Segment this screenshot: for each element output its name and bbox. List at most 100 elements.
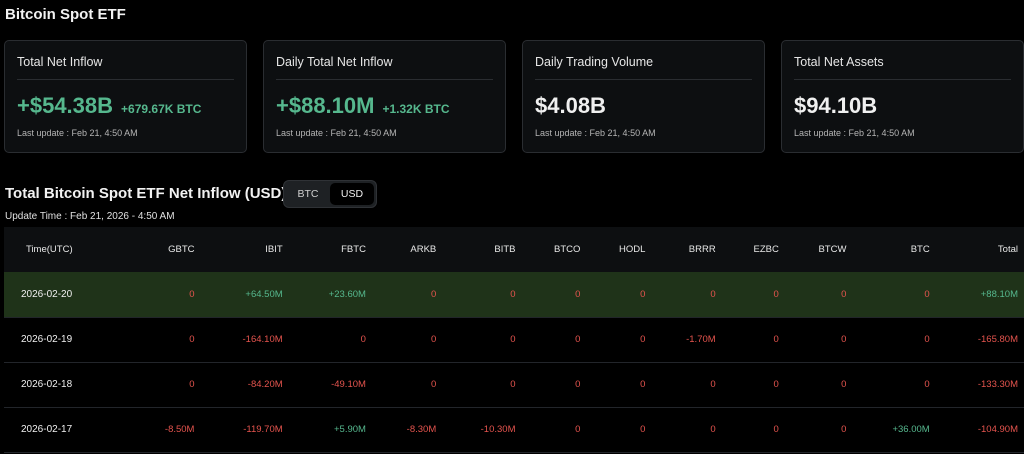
- table-cell: 0: [773, 334, 779, 345]
- card-sub-value: +1.32K BTC: [382, 102, 450, 116]
- card-value: +$54.38B: [17, 93, 114, 118]
- row-date: 2026-02-18: [21, 379, 73, 390]
- table-cell: 0: [710, 379, 716, 390]
- row-date: 2026-02-20: [21, 288, 73, 300]
- table-cell: 0: [575, 424, 581, 435]
- toggle-usd-button[interactable]: USD: [330, 183, 374, 205]
- card-title: Daily Trading Volume: [535, 55, 654, 69]
- table-cell: 0: [841, 379, 847, 390]
- table-cell: +5.90M: [333, 424, 366, 435]
- table-cell: 0: [575, 288, 581, 300]
- table-cell: 0: [924, 334, 930, 345]
- table-header-row: Time(UTC) GBTC IBIT FBTC ARKB BITB BTCO HODL BRR…: [4, 227, 1024, 272]
- table-cell: 0: [924, 288, 930, 300]
- card-divider: [794, 79, 1011, 80]
- table-cell: 0: [510, 334, 516, 345]
- table-cell: 0: [640, 288, 646, 300]
- column-header: GBTC: [168, 244, 195, 255]
- summary-card: Total Net Inflow +$54.38B +679.67K BTC L…: [4, 40, 247, 153]
- column-header: Total: [997, 244, 1018, 255]
- table-cell: 0: [575, 334, 581, 345]
- table-cell: 0: [773, 288, 779, 300]
- card-last-update: Last update : Feb 21, 4:50 AM: [794, 128, 915, 138]
- column-header: BRRR: [688, 244, 716, 255]
- table-cell: -133.30M: [977, 379, 1018, 390]
- card-title: Daily Total Net Inflow: [276, 55, 393, 69]
- table-cell: -84.20M: [247, 379, 283, 390]
- column-header: BTC: [910, 244, 930, 255]
- table-cell: 0: [189, 379, 195, 390]
- card-sub-value: +679.67K BTC: [121, 102, 202, 116]
- card-value: $94.10B: [794, 93, 878, 118]
- table-cell: -119.70M: [243, 424, 283, 435]
- table-cell: -8.50M: [164, 424, 195, 435]
- table-cell: 0: [640, 334, 646, 345]
- card-title: Total Net Assets: [794, 55, 884, 69]
- card-value-row: $4.08B: [535, 93, 606, 119]
- card-last-update: Last update : Feb 21, 4:50 AM: [276, 128, 397, 138]
- card-value: $4.08B: [535, 93, 606, 118]
- table-cell: 0: [430, 334, 437, 345]
- table-cell: +64.50M: [245, 288, 283, 300]
- table-cell: 0: [189, 288, 195, 300]
- table-cell: 0: [510, 288, 516, 300]
- table-cell: 0: [841, 424, 847, 435]
- column-header: HODL: [618, 244, 646, 255]
- table-row[interactable]: 2026-02-17 -8.50M -119.70M +5.90M -8.30M -10.…: [4, 407, 1024, 452]
- row-date: 2026-02-17: [21, 424, 73, 435]
- table-cell: -104.90M: [977, 424, 1018, 435]
- column-header: Time(UTC): [26, 244, 73, 255]
- table-row[interactable]: 2026-02-19 0 -164.10M 0 0 0 0 0 -1.70M 0 0 0 -165.80…: [4, 317, 1024, 362]
- card-last-update: Last update : Feb 21, 4:50 AM: [535, 128, 656, 138]
- table-cell: -8.30M: [406, 424, 437, 435]
- summary-card: Daily Trading Volume $4.08B Last update …: [522, 40, 765, 153]
- unit-toggle: BTC USD: [283, 180, 377, 208]
- column-header: IBIT: [265, 244, 283, 255]
- card-last-update: Last update : Feb 21, 4:50 AM: [17, 128, 138, 138]
- table-cell: 0: [430, 288, 437, 300]
- card-value-row: $94.10B: [794, 93, 877, 119]
- column-header: FBTC: [341, 244, 366, 255]
- table-cell: 0: [710, 424, 716, 435]
- section-title: Total Bitcoin Spot ETF Net Inflow (USD): [5, 185, 287, 202]
- card-divider: [17, 79, 234, 80]
- table-cell: 0: [640, 379, 646, 390]
- column-header: EZBC: [753, 244, 779, 255]
- table-cell: +23.60M: [328, 288, 366, 300]
- column-header: BTCO: [554, 244, 581, 255]
- card-divider: [535, 79, 752, 80]
- table-cell: -165.80M: [977, 334, 1018, 345]
- table-cell: 0: [773, 379, 779, 390]
- table-cell: 0: [841, 288, 847, 300]
- table-cell: 0: [773, 424, 779, 435]
- table-cell: -10.30M: [480, 424, 516, 435]
- table-cell: 0: [640, 424, 646, 435]
- toggle-btc-button[interactable]: BTC: [297, 188, 319, 200]
- inflow-table: Time(UTC) GBTC IBIT FBTC ARKB BITB BTCO HODL BRR…: [4, 227, 1024, 453]
- table-cell: 0: [360, 334, 366, 345]
- update-time: Update Time : Feb 21, 2026 - 4:50 AM: [5, 211, 175, 222]
- summary-card: Daily Total Net Inflow +$88.10M +1.32K B…: [263, 40, 506, 153]
- table-cell: -49.10M: [331, 379, 366, 390]
- table-row[interactable]: 2026-02-18 0 -84.20M -49.10M 0 0 0 0 0 0 0 0 -133.30…: [4, 362, 1024, 407]
- table-cell: 0: [510, 379, 516, 390]
- row-date: 2026-02-19: [21, 334, 73, 345]
- table-cell: 0: [575, 379, 581, 390]
- column-header: ARKB: [410, 244, 437, 255]
- table-cell: +36.00M: [892, 424, 930, 435]
- table-cell: +88.10M: [980, 288, 1018, 300]
- table-cell: 0: [841, 334, 847, 345]
- card-value-row: +$54.38B +679.67K BTC: [17, 93, 201, 119]
- column-header: BTCW: [818, 244, 847, 255]
- summary-card: Total Net Assets $94.10B Last update : F…: [781, 40, 1024, 153]
- table-row[interactable]: 2026-02-20 0 +64.50M +23.60M 0 0 0 0 0 0 0 0 +88.10M: [4, 272, 1024, 317]
- page-title: Bitcoin Spot ETF: [5, 6, 126, 23]
- table-cell: 0: [924, 379, 930, 390]
- card-value-row: +$88.10M +1.32K BTC: [276, 93, 450, 119]
- table-cell: 0: [189, 334, 195, 345]
- card-value: +$88.10M: [276, 93, 375, 118]
- table-cell: 0: [430, 379, 437, 390]
- card-divider: [276, 79, 493, 80]
- table-cell: -164.10M: [242, 334, 283, 345]
- table-cell: -1.70M: [686, 334, 716, 345]
